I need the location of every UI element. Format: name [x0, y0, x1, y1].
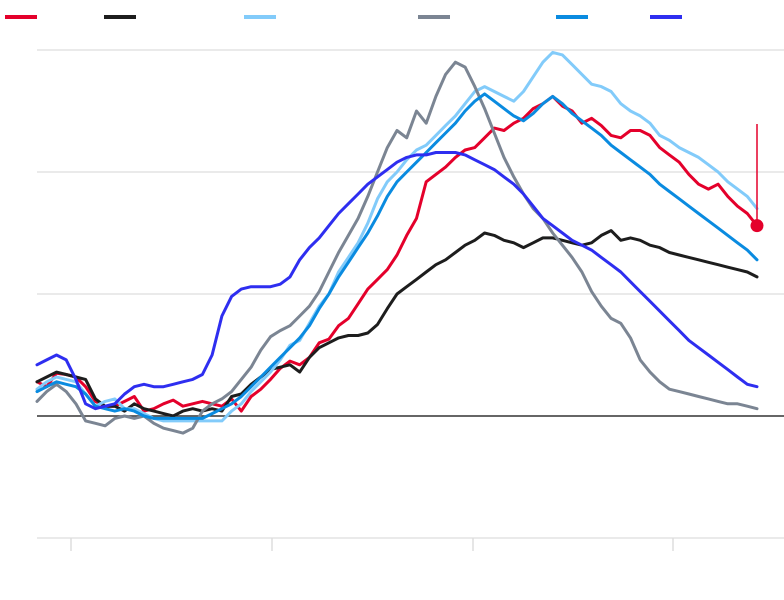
legend-swatch-5 [556, 15, 588, 19]
annotations [750, 124, 764, 233]
series-line-5 [35, 92, 759, 420]
series-line-6 [35, 151, 759, 411]
marker-end-point [750, 219, 764, 233]
gridlines [37, 49, 784, 539]
legend-swatch-2 [104, 15, 136, 19]
legend [5, 15, 682, 19]
legend-swatch-6 [650, 15, 682, 19]
series-line-2 [35, 229, 759, 418]
x-axis [70, 538, 674, 551]
legend-swatch-4 [418, 15, 450, 19]
series-lines [35, 50, 759, 435]
series-line-1 [35, 94, 759, 413]
series-line-3 [35, 50, 759, 423]
series-line-4 [35, 60, 759, 435]
legend-swatch-1 [5, 15, 37, 19]
legend-swatch-3 [244, 15, 276, 19]
